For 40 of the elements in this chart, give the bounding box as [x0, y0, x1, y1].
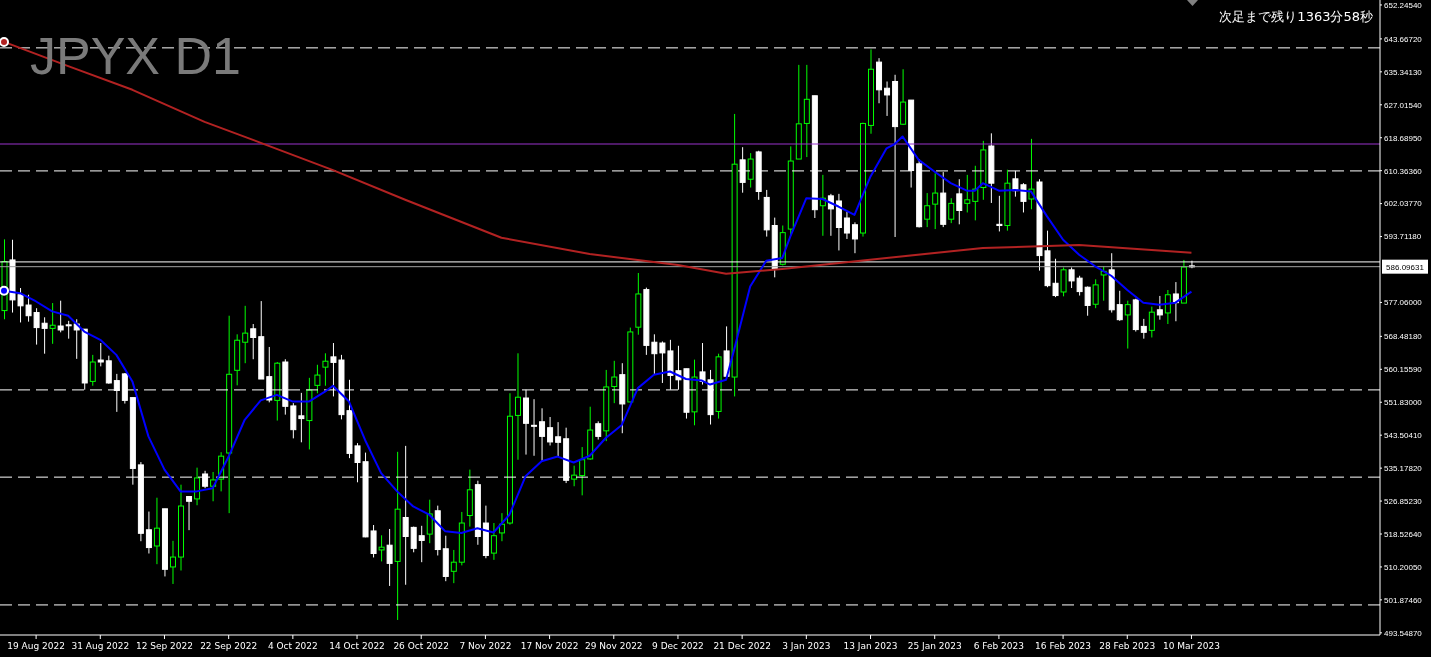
- y-tick-label: 643.66720: [1384, 34, 1423, 44]
- y-tick-label: 618.68950: [1384, 133, 1423, 143]
- x-tick-label: 3 Jan 2023: [782, 641, 831, 651]
- x-tick-label: 4 Oct 2022: [267, 641, 318, 651]
- y-tick-label: 510.20050: [1384, 562, 1423, 572]
- y-tick-label: 635.34130: [1384, 67, 1423, 77]
- y-tick-label: 543.50410: [1384, 431, 1423, 441]
- y-tick-label: 602.03770: [1384, 199, 1423, 209]
- x-tick-label: 6 Feb 2023: [973, 641, 1025, 651]
- y-tick-label: 526.85230: [1384, 496, 1423, 506]
- ref-line-label: 586.09631: [1386, 262, 1425, 272]
- x-tick-label: 29 Nov 2022: [584, 641, 643, 651]
- x-tick-label: 22 Sep 2022: [200, 641, 258, 651]
- annotation: 次足まで残り1363分58秒: [1219, 9, 1373, 24]
- x-tick-label: 16 Feb 2023: [1035, 641, 1092, 651]
- y-tick-label: 551.83000: [1384, 398, 1423, 408]
- y-tick-label: 577.06000: [1384, 298, 1423, 308]
- x-tick-label: 14 Oct 2022: [329, 641, 385, 651]
- y-tick-label: 627.01540: [1384, 100, 1423, 110]
- x-tick-label: 19 Aug 2022: [7, 641, 65, 651]
- x-tick-label: 17 Nov 2022: [520, 641, 579, 651]
- x-tick-label: 25 Jan 2023: [907, 641, 962, 651]
- x-tick-label: 9 Dec 2022: [652, 641, 704, 651]
- y-tick-label: 652.24540: [1384, 0, 1423, 10]
- y-tick-label: 568.48180: [1384, 332, 1423, 342]
- x-tick-label: 21 Dec 2022: [713, 641, 771, 651]
- x-tick-label: 7 Nov 2022: [459, 641, 512, 651]
- x-tick-label: 26 Oct 2022: [393, 641, 450, 651]
- x-tick-label: 10 Mar 2023: [1162, 641, 1220, 651]
- x-tick-label: 13 Jan 2023: [843, 641, 898, 651]
- x-tick-label: 28 Feb 2023: [1099, 641, 1156, 651]
- y-tick-label: 610.36360: [1384, 166, 1423, 176]
- y-tick-label: 560.15590: [1384, 365, 1423, 375]
- y-tick-label: 535.17820: [1384, 463, 1423, 473]
- x-tick-label: 31 Aug 2022: [71, 641, 130, 651]
- y-tick-label: 501.87460: [1384, 595, 1423, 605]
- y-tick-label: 518.52640: [1384, 529, 1423, 539]
- y-tick-label: 593.71180: [1384, 232, 1422, 242]
- y-tick-label: 493.54870: [1384, 628, 1423, 638]
- x-tick-label: 12 Sep 2022: [135, 641, 193, 651]
